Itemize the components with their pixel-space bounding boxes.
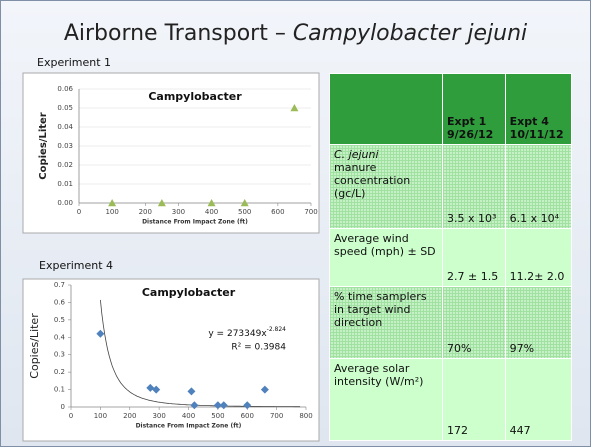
x-tick-label: 600 <box>271 208 284 216</box>
y-axis-label: Copies/Liter <box>38 112 49 180</box>
exponent: -2.824 <box>267 326 287 333</box>
cell: 11.2± 2.0 <box>504 228 573 287</box>
point <box>152 385 161 394</box>
x-axis-label: Distance From Impact Zone (ft) <box>136 423 242 430</box>
point <box>108 199 117 207</box>
text: C. jejuni <box>334 148 379 161</box>
x-tick-label: 100 <box>94 412 107 420</box>
caption: Experiment 1 <box>37 56 112 69</box>
cell: % time samplers in target wind direction <box>329 286 443 359</box>
cell: Average solar intensity (W/m²) <box>329 358 443 441</box>
chart-title: Campylobacter <box>148 90 242 103</box>
cell: 3.5 x 10³ <box>442 144 506 229</box>
y-tick-label: 0.02 <box>57 161 73 169</box>
y-tick-label: 0.04 <box>57 123 73 131</box>
point <box>240 199 249 207</box>
cell: C. jejuni manure concentration (gc/L) <box>329 144 443 229</box>
row: Average solar intensity (W/m²) 172 447 <box>329 358 573 441</box>
title-italic: Campylobacter jejuni <box>292 21 528 46</box>
equation: y = 273349x <box>208 329 267 339</box>
y-tick-label: 0.01 <box>57 180 73 188</box>
y-tick-label: 0.5 <box>54 316 65 324</box>
point <box>96 329 105 338</box>
point <box>219 401 228 410</box>
header-row: Expt 1 9/26/12 Expt 4 10/11/12 <box>329 73 573 145</box>
cell: 70% <box>442 286 506 359</box>
text: Expt 4 <box>509 115 549 128</box>
y-tick-label: 0.03 <box>57 142 73 150</box>
x-tick-label: 300 <box>172 208 185 216</box>
x-tick-label: 500 <box>238 208 251 216</box>
x-tick-label: 700 <box>270 412 283 420</box>
y-axis-label: Copies/Liter <box>28 313 41 379</box>
x-tick-label: 300 <box>152 412 165 420</box>
point <box>207 199 216 207</box>
title-text: Airborne Transport – <box>63 21 293 46</box>
x-axis-label: Distance From Impact Zone (ft) <box>142 219 248 226</box>
x-tick-label: 700 <box>304 208 317 216</box>
chart-frame <box>22 72 320 234</box>
y-tick-label: 0.1 <box>54 386 65 394</box>
r-squared: R² = 0.3984 <box>231 343 286 353</box>
text: 10/11/12 <box>509 128 564 141</box>
cell: 172 <box>442 358 506 441</box>
header-cell: Expt 1 9/26/12 <box>442 73 506 145</box>
x-tick-label: 800 <box>299 412 312 420</box>
slide-title: Airborne Transport – Campylobacter jejun… <box>1 21 590 46</box>
text: manure concentration (gc/L) <box>334 161 411 200</box>
header-cell: Expt 4 10/11/12 <box>504 73 573 145</box>
chart-title: Campylobacter <box>142 286 236 299</box>
x-tick-label: 400 <box>205 208 218 216</box>
y-tick-label: 0.4 <box>54 333 66 341</box>
text: Expt 1 <box>447 115 487 128</box>
point <box>187 387 196 396</box>
point <box>213 401 222 410</box>
caption: Experiment 4 <box>39 259 114 272</box>
point <box>290 104 299 112</box>
x-tick-label: 400 <box>182 412 195 420</box>
cell: 447 <box>504 358 573 441</box>
point <box>260 385 269 394</box>
text: 9/26/12 <box>447 128 494 141</box>
chart-frame <box>22 278 320 442</box>
x-tick-label: 0 <box>77 208 81 216</box>
y-tick-label: 0.00 <box>57 199 73 207</box>
point <box>157 199 166 207</box>
point <box>243 401 252 410</box>
cell: 2.7 ± 1.5 <box>442 228 506 287</box>
cell: 97% <box>504 286 573 359</box>
table: Expt 1 9/26/12 Expt 4 10/11/12 C. jejuni ma… <box>329 73 573 441</box>
cell <box>329 73 443 145</box>
y-tick-label: 0 <box>61 403 65 411</box>
row: C. jejuni manure concentration (gc/L) 3.5 … <box>329 144 573 229</box>
x-tick-label: 0 <box>69 412 73 420</box>
y-tick-label: 0.06 <box>57 85 73 93</box>
x-tick-label: 200 <box>139 208 152 216</box>
row: Average wind speed (mph) ± SD 2.7 ± 1.5 11… <box>329 228 573 287</box>
point <box>190 401 199 410</box>
y-tick-label: 0.7 <box>54 281 65 289</box>
point <box>146 383 155 392</box>
x-tick-label: 100 <box>105 208 118 216</box>
trend-equation: y = 273349x-2.824 <box>208 326 286 339</box>
trendline <box>100 299 301 408</box>
y-tick-label: 0.6 <box>54 298 66 306</box>
cell: Average wind speed (mph) ± SD <box>329 228 443 287</box>
cell: 6.1 x 10⁴ <box>504 144 573 229</box>
x-tick-label: 600 <box>241 412 254 420</box>
x-tick-label: 200 <box>123 412 136 420</box>
x-tick-label: 500 <box>211 412 224 420</box>
y-tick-label: 0.3 <box>54 351 65 359</box>
y-tick-label: 0.2 <box>54 368 65 376</box>
row: % time samplers in target wind direction… <box>329 286 573 359</box>
y-tick-label: 0.05 <box>57 104 73 112</box>
